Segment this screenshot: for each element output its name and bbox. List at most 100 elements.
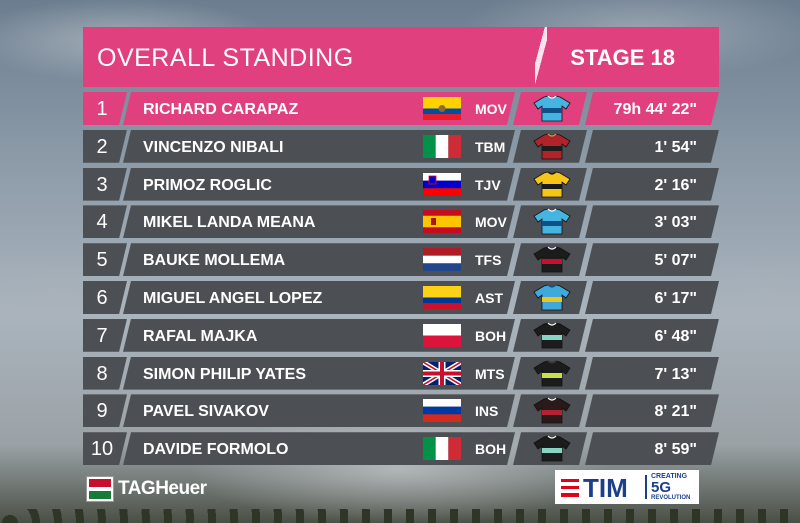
time-cell — [585, 394, 719, 427]
rider-name: DAVIDE FORMOLO — [143, 441, 289, 459]
tagheuer-text: TAGHeuer — [118, 478, 207, 499]
bora-jersey-icon — [532, 435, 572, 462]
slovenia-flag-icon — [423, 172, 461, 196]
astana-jersey-icon — [532, 284, 572, 311]
treeline — [0, 509, 800, 523]
rider-time: 7' 13" — [654, 365, 697, 383]
time-cell — [585, 205, 719, 238]
rank-cell — [83, 432, 127, 466]
rider-time: 5' 07" — [654, 252, 697, 270]
rank-cell — [83, 129, 127, 163]
italy-flag-icon — [423, 437, 461, 461]
stage-label: STAGE 18 — [570, 45, 675, 70]
standing-row: 5 BAUKE MOLLEMA TFS 5' 07" — [83, 243, 719, 277]
movistar-jersey-icon — [532, 208, 572, 235]
ineos-jersey-icon — [532, 397, 572, 424]
rider-name: SIMON PHILIP YATES — [143, 365, 307, 383]
rider-time: 2' 16" — [654, 176, 697, 194]
bahrain-jersey-icon — [532, 133, 572, 160]
rider-time: 6' 48" — [654, 327, 697, 345]
time-cell — [585, 92, 719, 125]
rank-cell — [83, 205, 127, 239]
team-code: BOH — [475, 441, 507, 458]
time-cell — [585, 243, 719, 276]
movistar-jersey-icon — [532, 95, 572, 122]
trek-jersey-icon — [532, 246, 572, 273]
tim-revolution: REVOLUTION — [651, 495, 691, 501]
tim-text: TIM — [583, 473, 628, 503]
team-code: AST — [475, 290, 503, 306]
rider-name: MIKEL LANDA MEANA — [143, 214, 316, 232]
rank-cell — [83, 243, 127, 277]
colombia-flag-icon — [423, 286, 461, 309]
rider-rank: 9 — [96, 400, 108, 423]
spain-flag-icon — [423, 210, 461, 234]
rank-cell — [83, 356, 127, 390]
tim-logo-icon — [561, 479, 579, 497]
standing-row: 8 SIMON PHILIP YATES MTS 7' 13" — [83, 356, 719, 390]
rider-rank: 1 — [96, 98, 108, 120]
standing-row: 1 RICHARD CARAPAZ MOV 79h 44' 22" — [83, 92, 719, 125]
team-code: TJV — [475, 176, 501, 193]
rider-time: 8' 59" — [654, 441, 697, 459]
standing-row: 10 DAVIDE FORMOLO BOH 8' 59" — [83, 432, 719, 466]
tim-slogan: CREATING 5G REVOLUTION — [651, 473, 690, 501]
team-code: MTS — [475, 365, 505, 382]
rider-rank: 5 — [96, 249, 108, 272]
standing-row: 7 RAFAL MAJKA BOH 6' 48" — [83, 318, 719, 352]
ecuador-flag-icon — [423, 97, 461, 120]
rank-cell — [83, 318, 127, 352]
uk-flag-icon — [423, 361, 461, 385]
standing-row: 4 MIKEL LANDA MEANA MOV 3' 03" — [83, 205, 719, 239]
rider-rank: 7 — [96, 324, 108, 347]
jumbo-jersey-icon — [532, 171, 572, 198]
standing-row: 3 PRIMOZ ROGLIC TJV 2' 16" — [83, 167, 719, 201]
rider-time: 1' 54" — [654, 138, 697, 156]
team-code: TBM — [475, 138, 506, 155]
rider-time: 3' 03" — [654, 214, 697, 232]
tagheuer-logo-icon — [86, 476, 114, 502]
time-cell — [585, 319, 719, 352]
rider-name: RAFAL MAJKA — [143, 327, 258, 345]
rider-time: 79h 44' 22" — [613, 101, 697, 118]
rank-cell — [83, 167, 127, 201]
team-code: MOV — [475, 214, 507, 231]
rider-rank: 8 — [96, 362, 108, 385]
mitchelton-jersey-icon — [532, 360, 572, 387]
tim-divider — [645, 475, 647, 499]
team-code: MOV — [475, 101, 507, 117]
rank-cell — [83, 92, 127, 125]
tim-5g: 5G — [651, 479, 672, 496]
time-cell — [585, 432, 719, 465]
rider-name: RICHARD CARAPAZ — [143, 101, 299, 118]
rank-cell — [83, 281, 127, 314]
rider-rank: 10 — [90, 438, 114, 461]
rider-time: 8' 21" — [654, 403, 697, 421]
time-cell — [585, 168, 719, 201]
italy-flag-icon — [423, 134, 461, 158]
time-cell — [585, 130, 719, 163]
rider-name: VINCENZO NIBALI — [143, 138, 284, 156]
rider-name: MIGUEL ANGEL LOPEZ — [143, 290, 323, 307]
standing-row: 6 MIGUEL ANGEL LOPEZ AST 6' 17" — [83, 281, 719, 314]
sponsor-tagheuer: TAGHeuer — [86, 474, 207, 504]
standing-row: 9 PAVEL SIVAKOV INS 8' 21" — [83, 394, 719, 428]
rider-rank: 3 — [96, 173, 108, 196]
netherlands-flag-icon — [423, 248, 461, 272]
rider-time: 6' 17" — [654, 290, 697, 307]
rider-rank: 2 — [96, 135, 108, 158]
poland-flag-icon — [423, 323, 461, 347]
rider-name: BAUKE MOLLEMA — [143, 252, 286, 270]
standings-header: OVERALL STANDING STAGE 18 — [83, 27, 719, 87]
sponsor-tim: TIM CREATING 5G REVOLUTION — [555, 470, 699, 504]
rider-rank: 6 — [96, 287, 108, 309]
team-code: BOH — [475, 327, 507, 344]
rider-name: PAVEL SIVAKOV — [143, 403, 269, 421]
tim-creating: CREATING — [651, 473, 688, 480]
rider-name: PRIMOZ ROGLIC — [143, 176, 272, 194]
bora-jersey-icon — [532, 322, 572, 349]
rider-rank: 4 — [96, 211, 108, 234]
header-divider — [535, 27, 547, 87]
team-code: TFS — [475, 252, 502, 269]
time-cell — [585, 357, 719, 390]
